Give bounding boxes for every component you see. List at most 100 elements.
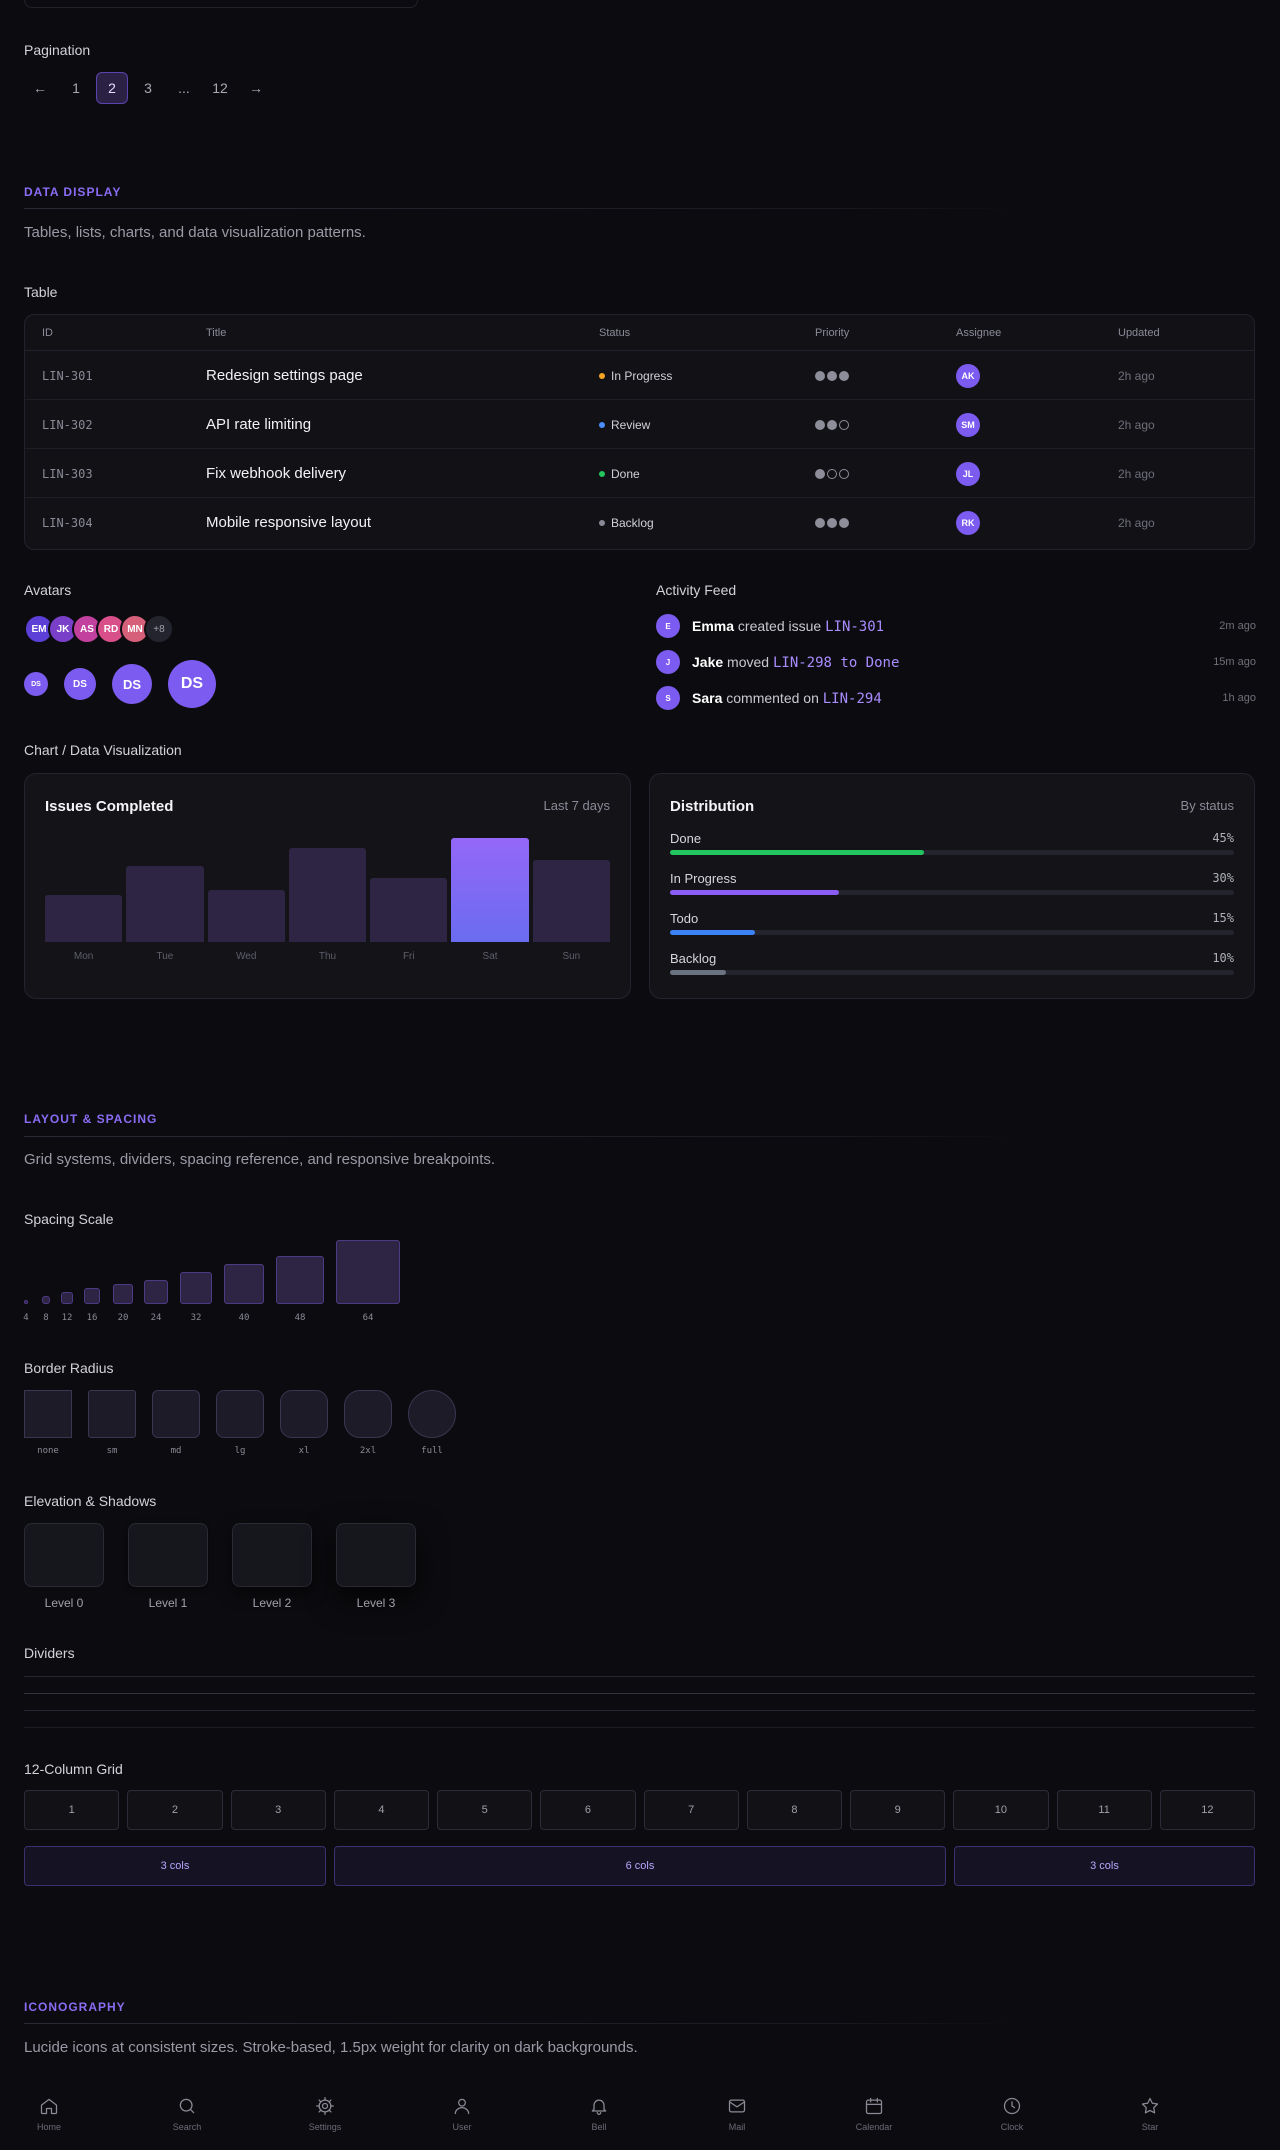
th-status[interactable]: Status <box>599 327 631 339</box>
status-badge: Done <box>599 449 640 498</box>
distribution-track <box>670 930 1234 935</box>
nav-item-home[interactable]: Home <box>9 2090 89 2132</box>
nav-item-search[interactable]: Search <box>147 2090 227 2132</box>
avatar[interactable]: AK <box>956 363 980 388</box>
grid-column: 3 <box>230 1790 326 1830</box>
spacing-swatch <box>144 1280 168 1304</box>
nav-item-calendar[interactable]: Calendar <box>834 2090 914 2132</box>
pagination-page-3[interactable]: 3 <box>144 80 152 96</box>
chart-bar[interactable] <box>532 859 610 942</box>
distribution-label: Backlog <box>670 951 717 966</box>
table-row[interactable]: LIN-304 Mobile responsive layout Backlog… <box>25 498 1254 547</box>
avatar[interactable]: E <box>656 614 680 638</box>
status-label: In Progress <box>611 368 673 383</box>
status-dot-icon <box>599 421 605 428</box>
assignee: AK <box>956 351 980 400</box>
chart-bar[interactable] <box>451 838 529 942</box>
pagination-page-1[interactable]: 1 <box>72 80 80 96</box>
nav-item-clock[interactable]: Clock <box>972 2090 1052 2132</box>
spacing-label: 40 <box>238 1313 250 1323</box>
avatar-overflow-count[interactable]: +8 <box>144 614 174 644</box>
radius-label: sm <box>106 1446 118 1456</box>
table-row[interactable]: LIN-301 Redesign settings page In Progre… <box>25 351 1254 400</box>
pagination-page-12[interactable]: 12 <box>212 80 228 96</box>
distribution-bar <box>670 930 755 935</box>
chart-x-label: Thu <box>318 951 337 962</box>
activity-user[interactable]: Emma <box>692 617 735 634</box>
th-assignee[interactable]: Assignee <box>956 327 1002 339</box>
spacing-swatch <box>84 1288 100 1304</box>
grid-column: 5 <box>437 1790 533 1830</box>
issue-title[interactable]: Fix webhook delivery <box>206 465 347 482</box>
nav-item-user[interactable]: User <box>422 2090 502 2132</box>
activity-ref-link[interactable]: LIN-294 <box>822 690 882 707</box>
bell-icon <box>591 2099 607 2115</box>
spacing-swatch <box>113 1284 133 1304</box>
th-title[interactable]: Title <box>206 327 227 339</box>
pagination-next-button[interactable]: → <box>249 80 263 96</box>
priority-dot-icon <box>827 468 837 479</box>
divider-line <box>24 1693 1255 1694</box>
chart-bar[interactable] <box>288 848 367 942</box>
nav-item-bell[interactable]: Bell <box>559 2090 639 2132</box>
home-icon <box>40 2098 58 2115</box>
issue-title[interactable]: API rate limiting <box>206 416 312 433</box>
pagination-prev-button[interactable]: ← <box>33 80 47 96</box>
avatar[interactable]: RK <box>956 510 980 535</box>
spacing-swatch <box>61 1292 73 1304</box>
distribution-title: Distribution <box>670 798 755 815</box>
nav-item-mail[interactable]: Mail <box>697 2090 777 2132</box>
status-dot-icon <box>599 470 605 477</box>
activity-user[interactable]: Jake <box>692 653 724 670</box>
section-desc-iconography: Lucide icons at consistent sizes. Stroke… <box>24 2039 638 2056</box>
grid-column: 2 <box>127 1790 223 1830</box>
spacing-title: Spacing Scale <box>24 1211 114 1227</box>
radius-label: lg <box>234 1446 246 1456</box>
pagination-ellipsis: ... <box>178 80 190 96</box>
avatars-title: Avatars <box>24 582 72 598</box>
pagination-page-2[interactable]: 2 <box>96 72 128 104</box>
activity-user[interactable]: Sara <box>692 689 723 706</box>
avatar[interactable]: SM <box>956 412 980 437</box>
activity-ref-link[interactable]: LIN-301 <box>825 618 885 635</box>
dividers-title: Dividers <box>24 1645 75 1661</box>
priority-dot-icon <box>839 419 849 430</box>
chart-x-label: Tue <box>156 951 174 962</box>
th-updated[interactable]: Updated <box>1118 327 1160 339</box>
grid-column: 11 <box>1056 1790 1152 1830</box>
spacing-swatch <box>224 1264 264 1304</box>
grid-column: 6 <box>540 1790 636 1830</box>
chart-x-label: Sat <box>482 951 498 962</box>
nav-item-star[interactable]: Star <box>1110 2090 1190 2132</box>
spacing-label: 4 <box>23 1313 29 1323</box>
spacing-label: 32 <box>190 1313 202 1323</box>
issue-title[interactable]: Mobile responsive layout <box>206 514 372 531</box>
chart-x-label: Wed <box>236 951 257 962</box>
status-label: Backlog <box>611 515 654 530</box>
avatar[interactable]: S <box>656 686 680 710</box>
th-priority[interactable]: Priority <box>815 327 850 339</box>
status-dot-icon <box>599 372 605 379</box>
nav-item-settings[interactable]: Settings <box>285 2090 365 2132</box>
th-id[interactable]: ID <box>42 327 53 339</box>
avatar[interactable]: JK <box>48 614 78 644</box>
avatar[interactable]: JL <box>956 461 980 486</box>
avatar-md: DS <box>112 664 152 704</box>
chart-bar[interactable] <box>370 877 448 942</box>
activity-ref-link[interactable]: LIN-298 to Done <box>772 654 900 671</box>
chart-bar[interactable] <box>126 866 204 942</box>
issue-title[interactable]: Redesign settings page <box>206 367 363 384</box>
activity-action: created issue <box>737 617 822 634</box>
updated-time: 2h ago <box>1118 368 1155 383</box>
chart-bar[interactable] <box>45 895 123 942</box>
table-row[interactable]: LIN-302 API rate limiting Review SM 2h a… <box>25 400 1254 449</box>
nav-label: Bell <box>591 2122 607 2132</box>
table-row[interactable]: LIN-303 Fix webhook delivery Done JL 2h … <box>25 449 1254 498</box>
distribution-subtitle: By status <box>1180 798 1234 813</box>
chart-bar[interactable] <box>207 890 285 942</box>
issue-id: LIN-302 <box>42 417 93 432</box>
priority-indicator <box>815 351 849 400</box>
grid-title: 12-Column Grid <box>24 1761 123 1777</box>
spacing-label: 8 <box>43 1313 49 1323</box>
avatar[interactable]: J <box>656 650 680 674</box>
